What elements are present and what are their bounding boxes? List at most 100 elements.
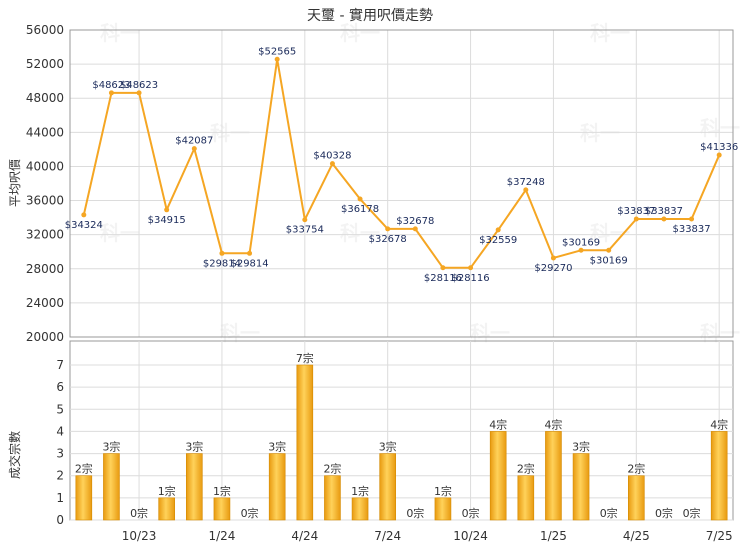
y-tick-label: 5 [56,402,64,416]
volume-data-label: 1宗 [158,484,176,498]
volume-data-label: 0宗 [406,506,424,520]
price-data-label: $32559 [479,235,517,246]
volume-bar [75,475,93,521]
volume-data-label: 3宗 [102,440,120,454]
volume-bar [517,475,535,521]
volume-data-label: 4宗 [544,417,562,431]
y-tick-label: 36000 [26,194,64,208]
y-axis-label: 成交宗數 [7,431,22,479]
volume-bar [213,497,231,521]
price-point [633,216,639,222]
watermark-text: 科一 [340,221,380,245]
x-tick-label: 7/24 [374,529,401,543]
y-tick-label: 4 [56,424,64,438]
x-tick-label: 4/24 [291,529,318,543]
price-data-label: $29814 [203,258,241,269]
watermark-text: 科一 [340,21,380,45]
price-point [689,216,695,222]
volume-data-label: 3宗 [185,440,203,454]
price-point [412,226,418,232]
x-tick-label: 1/25 [540,529,567,543]
x-tick-label: 4/25 [623,529,650,543]
watermark-text: 科一 [100,221,140,245]
volume-data-label: 1宗 [351,484,369,498]
price-data-label: $34324 [65,220,103,231]
price-data-label: $29814 [230,258,268,269]
y-axis-label: 平均呎價 [8,159,22,207]
price-data-label: $36178 [341,204,379,215]
volume-data-label: 4宗 [489,417,507,431]
x-tick-label: 7/25 [706,529,733,543]
volume-bar [628,475,645,521]
volume-data-label: 0宗 [130,506,148,520]
y-tick-label: 6 [56,380,64,394]
x-tick-label: 1/24 [208,529,235,543]
y-tick-label: 7 [56,358,64,372]
y-tick-label: 52000 [26,57,64,71]
price-data-label: $48623 [120,80,158,91]
price-data-label: $52565 [258,46,296,57]
y-tick-label: 2 [56,469,64,483]
y-tick-label: 20000 [26,330,64,344]
price-point [274,56,280,62]
volume-data-label: 0宗 [683,506,701,520]
volume-data-label: 2宗 [517,462,535,476]
volume-data-label: 7宗 [296,351,314,365]
volume-bar [158,497,175,521]
price-point [81,212,87,218]
volume-bar [434,497,452,521]
price-point [302,217,308,223]
y-tick-label: 56000 [26,23,64,37]
price-data-label: $33754 [286,225,324,236]
watermark-text: 科一 [100,21,140,45]
volume-data-label: 1宗 [213,484,231,498]
price-point [247,250,253,256]
price-point [219,250,225,256]
volume-bar [572,453,590,521]
price-point [108,90,114,96]
volume-bar [296,364,314,521]
price-data-label: $28116 [424,273,462,284]
volume-data-label: 0宗 [600,506,618,520]
y-tick-label: 48000 [26,91,64,105]
volume-bar-panel: 0 1 2 3 4 5 6 7 成交宗數 2宗 3宗 0宗 1宗 3宗 1宗 0宗 3宗 7宗 2宗 1宗 3宗 0宗 1宗… [7,340,734,543]
plot-frame [69,29,734,338]
volume-data-label: 2宗 [627,462,645,476]
price-data-label: $33837 [645,206,683,217]
y-tick-label: 40000 [26,159,64,173]
price-point [495,227,501,233]
price-line-panel: 科一科一科一科一科一科一科一科一科一科一科一科一2000024000280003… [8,21,740,345]
volume-data-label: 3宗 [379,440,397,454]
volume-data-label: 2宗 [323,462,341,476]
watermark-text: 科一 [700,116,740,140]
volume-bar [186,453,203,521]
watermark-text: 科一 [580,121,620,145]
watermark-text: 科一 [210,121,250,145]
price-point [357,196,363,202]
price-data-label: $40328 [313,151,351,162]
volume-data-label: 0宗 [241,506,259,520]
price-point [164,207,170,213]
volume-data-label: 0宗 [655,506,673,520]
volume-data-label: 3宗 [268,440,286,454]
volume-data-label: 4宗 [710,417,728,431]
price-data-label: $42087 [175,136,213,147]
volume-bar [379,453,396,521]
price-point [191,146,197,152]
price-point [468,265,474,271]
price-point [385,226,391,232]
y-tick-label: 32000 [26,228,64,242]
price-point [716,152,722,158]
price-data-label: $34915 [148,215,186,226]
price-data-label: $32678 [369,234,407,245]
volume-bar [268,453,286,521]
price-data-label: $30169 [590,255,628,266]
price-data-label: $32678 [396,216,434,227]
price-data-label: $30169 [562,237,600,248]
price-data-label: $37248 [507,177,545,188]
price-data-label: $41336 [700,142,738,153]
x-tick-label: 10/23 [122,529,157,543]
price-point [440,265,446,271]
price-series-line [82,58,721,269]
